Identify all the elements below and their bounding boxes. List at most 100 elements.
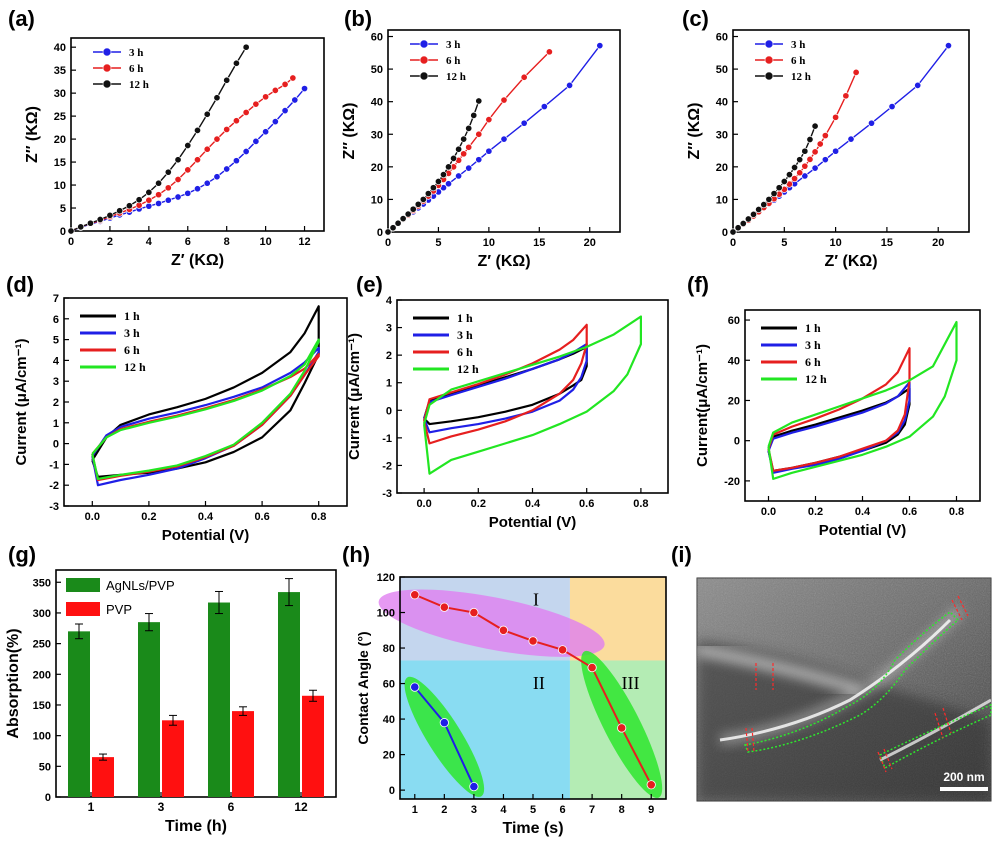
legend-label: 6 h — [124, 343, 140, 357]
cv-loop — [91, 346, 320, 487]
plot-frame — [70, 37, 325, 232]
y-tick-label: 35 — [54, 65, 66, 77]
data-point — [429, 184, 437, 192]
y-tick-label: -1 — [382, 433, 392, 445]
data-point — [450, 154, 458, 162]
x-tick-label: 5 — [530, 804, 536, 816]
data-point — [193, 185, 202, 193]
data-point — [821, 132, 829, 140]
legend-marker — [102, 79, 112, 89]
data-point — [262, 93, 270, 101]
bar — [68, 631, 90, 797]
cv-loop — [767, 347, 911, 472]
legend-marker — [764, 71, 774, 81]
legend-marker — [102, 47, 112, 57]
data-point — [465, 164, 473, 172]
data-point — [419, 195, 427, 203]
data-point — [96, 215, 104, 224]
bar — [278, 592, 300, 797]
data-point — [281, 80, 289, 88]
data-point — [485, 147, 493, 155]
data-point — [394, 219, 402, 227]
x-tick-label: 8 — [224, 236, 230, 248]
data-point — [465, 143, 473, 151]
data-point — [193, 126, 202, 134]
plot-frame — [55, 569, 337, 798]
y-tick-label: 0 — [60, 226, 66, 238]
data-point — [540, 103, 548, 111]
legend-label: 6 h — [791, 55, 805, 67]
y-tick-label: 300 — [33, 608, 51, 620]
data-point — [410, 590, 420, 600]
data-point — [439, 602, 449, 612]
bar — [138, 622, 160, 797]
y-tick-label: 0 — [389, 785, 395, 797]
bar — [302, 695, 324, 797]
data-point — [414, 200, 422, 208]
data-point — [749, 210, 758, 218]
y-tick-label: 10 — [371, 194, 383, 206]
data-point — [242, 43, 250, 51]
data-point — [203, 145, 211, 153]
cv-loop — [423, 315, 643, 475]
legend-label: 6 h — [446, 55, 460, 67]
data-point — [174, 175, 182, 184]
data-point — [914, 81, 922, 89]
data-point — [184, 189, 192, 197]
y-tick-label: 7 — [53, 293, 59, 305]
legend-label: 1 h — [457, 311, 473, 325]
data-point — [404, 210, 412, 218]
legend-label: 3 h — [805, 338, 821, 352]
data-point — [811, 122, 819, 130]
panel-label-h: (h) — [342, 542, 370, 567]
y-tick-label: 3 — [386, 323, 392, 335]
x-tick-label: 10 — [483, 237, 495, 249]
data-point — [439, 171, 448, 179]
data-point — [184, 141, 192, 150]
data-point — [242, 108, 250, 116]
legend-marker — [419, 55, 429, 65]
data-point — [155, 191, 163, 199]
y-tick-label: 150 — [33, 700, 51, 712]
x-axis-label: Z′ (KΩ) — [171, 252, 224, 269]
x-tick-label: 12 — [298, 236, 310, 248]
x-tick-label: 0.4 — [525, 498, 541, 510]
panel-label-i: (i) — [671, 542, 692, 567]
data-point — [557, 645, 568, 655]
data-point — [832, 113, 840, 121]
y-tick-label: 2 — [53, 397, 59, 409]
x-tick-label: 4 — [146, 236, 153, 248]
data-point — [832, 147, 840, 155]
y-tick-label: 20 — [371, 162, 383, 174]
data-point — [729, 228, 737, 236]
x-tick-label: 0.4 — [198, 511, 214, 523]
x-tick-label: 0.2 — [471, 498, 486, 510]
data-point — [485, 116, 493, 124]
legend-marker — [419, 71, 429, 81]
sem-image: 200 nm — [696, 577, 992, 802]
data-point — [744, 215, 752, 223]
data-point — [213, 173, 221, 181]
y-tick-label: 30 — [716, 129, 728, 141]
legend-label: 1 h — [124, 309, 140, 323]
bar — [208, 602, 230, 797]
y-tick-label: 15 — [54, 157, 66, 169]
data-point — [545, 48, 553, 56]
data-point — [145, 188, 153, 196]
data-point — [67, 227, 75, 235]
y-tick-label: 50 — [371, 64, 383, 76]
data-point — [135, 196, 143, 204]
data-point — [203, 179, 211, 187]
cv-loop — [423, 343, 588, 434]
x-tick-label: 0.2 — [141, 511, 156, 523]
bar — [232, 711, 254, 797]
x-tick-label: 0.6 — [254, 511, 269, 523]
legend-label: 12 h — [446, 71, 466, 83]
y-tick-label: -2 — [49, 480, 59, 492]
y-tick-label: 250 — [33, 639, 51, 651]
scale-bar — [940, 787, 988, 791]
data-point — [646, 780, 656, 790]
region-label: III — [622, 673, 640, 693]
y-tick-label: 0 — [734, 436, 740, 448]
